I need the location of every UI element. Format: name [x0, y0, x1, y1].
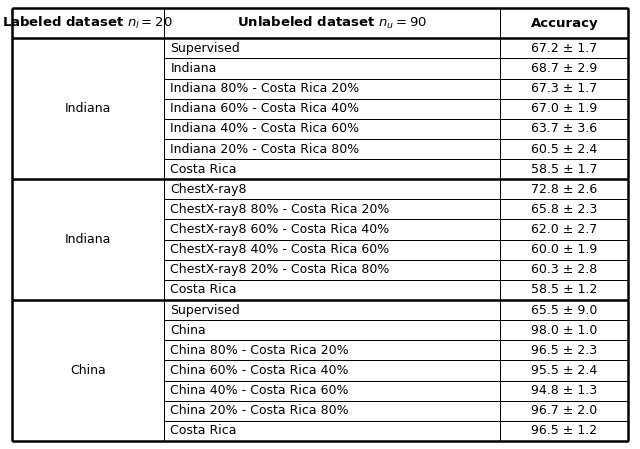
Bar	[500, 220, 628, 240]
Bar	[164, 340, 500, 361]
Bar	[164, 58, 500, 79]
Bar	[500, 240, 628, 260]
Bar	[500, 159, 628, 179]
Text: 58.5 ± 1.7: 58.5 ± 1.7	[531, 163, 598, 176]
Text: China 40% - Costa Rica 60%: China 40% - Costa Rica 60%	[170, 384, 349, 397]
Bar	[164, 320, 500, 340]
Text: Indiana 40% - Costa Rica 60%: Indiana 40% - Costa Rica 60%	[170, 123, 360, 135]
Text: Indiana 80% - Costa Rica 20%: Indiana 80% - Costa Rica 20%	[170, 82, 360, 95]
Bar	[164, 401, 500, 421]
Text: 96.5 ± 1.2: 96.5 ± 1.2	[531, 424, 597, 437]
Bar	[164, 300, 500, 320]
Bar	[500, 300, 628, 320]
Text: 60.5 ± 2.4: 60.5 ± 2.4	[531, 142, 598, 155]
Bar	[164, 8, 500, 38]
Text: Indiana: Indiana	[170, 62, 217, 75]
Text: 67.2 ± 1.7: 67.2 ± 1.7	[531, 42, 598, 55]
Text: ChestX-ray8 20% - Costa Rica 80%: ChestX-ray8 20% - Costa Rica 80%	[170, 263, 390, 276]
Bar	[500, 380, 628, 401]
Text: China 60% - Costa Rica 40%: China 60% - Costa Rica 40%	[170, 364, 349, 377]
Text: China 80% - Costa Rica 20%: China 80% - Costa Rica 20%	[170, 344, 349, 357]
Bar	[500, 139, 628, 159]
Text: 67.3 ± 1.7: 67.3 ± 1.7	[531, 82, 598, 95]
Text: 60.0 ± 1.9: 60.0 ± 1.9	[531, 243, 598, 256]
Bar	[500, 361, 628, 380]
Bar	[164, 361, 500, 380]
Text: 94.8 ± 1.3: 94.8 ± 1.3	[531, 384, 597, 397]
Text: ChestX-ray8: ChestX-ray8	[170, 183, 247, 196]
Text: 96.5 ± 2.3: 96.5 ± 2.3	[531, 344, 597, 357]
Bar	[500, 421, 628, 441]
Bar	[500, 58, 628, 79]
Bar	[164, 38, 500, 58]
Bar	[12, 8, 164, 38]
Bar	[12, 38, 164, 179]
Text: 67.0 ± 1.9: 67.0 ± 1.9	[531, 102, 598, 115]
Bar	[500, 340, 628, 361]
Text: Indiana: Indiana	[65, 233, 111, 246]
Text: Supervised: Supervised	[170, 304, 240, 317]
Text: 62.0 ± 2.7: 62.0 ± 2.7	[531, 223, 598, 236]
Bar	[164, 119, 500, 139]
Text: 63.7 ± 3.6: 63.7 ± 3.6	[531, 123, 597, 135]
Text: ChestX-ray8 60% - Costa Rica 40%: ChestX-ray8 60% - Costa Rica 40%	[170, 223, 390, 236]
Bar	[164, 179, 500, 199]
Bar	[500, 119, 628, 139]
Bar	[164, 240, 500, 260]
Text: 98.0 ± 1.0: 98.0 ± 1.0	[531, 324, 598, 337]
Text: Costa Rica: Costa Rica	[170, 163, 237, 176]
Bar	[164, 380, 500, 401]
Text: Labeled dataset $n_l = 20$: Labeled dataset $n_l = 20$	[3, 15, 173, 31]
Bar	[164, 79, 500, 99]
Text: Supervised: Supervised	[170, 42, 240, 55]
Bar	[500, 280, 628, 300]
Text: China 20% - Costa Rica 80%: China 20% - Costa Rica 80%	[170, 404, 349, 417]
Text: 65.8 ± 2.3: 65.8 ± 2.3	[531, 203, 598, 216]
Text: ChestX-ray8 80% - Costa Rica 20%: ChestX-ray8 80% - Costa Rica 20%	[170, 203, 390, 216]
Bar	[164, 421, 500, 441]
Bar	[500, 8, 628, 38]
Bar	[164, 99, 500, 119]
Text: Indiana 20% - Costa Rica 80%: Indiana 20% - Costa Rica 80%	[170, 142, 360, 155]
Bar	[164, 260, 500, 280]
Bar	[500, 179, 628, 199]
Text: China: China	[170, 324, 206, 337]
Bar	[164, 159, 500, 179]
Text: Indiana: Indiana	[65, 102, 111, 115]
Bar	[500, 320, 628, 340]
Bar	[164, 280, 500, 300]
Bar	[500, 260, 628, 280]
Text: 72.8 ± 2.6: 72.8 ± 2.6	[531, 183, 598, 196]
Text: Indiana 60% - Costa Rica 40%: Indiana 60% - Costa Rica 40%	[170, 102, 360, 115]
Bar	[164, 220, 500, 240]
Text: 68.7 ± 2.9: 68.7 ± 2.9	[531, 62, 598, 75]
Bar	[500, 199, 628, 220]
Bar	[12, 179, 164, 300]
Bar	[500, 79, 628, 99]
Text: Costa Rica: Costa Rica	[170, 283, 237, 296]
Text: Accuracy: Accuracy	[531, 17, 598, 30]
Bar	[164, 139, 500, 159]
Bar	[500, 99, 628, 119]
Text: 95.5 ± 2.4: 95.5 ± 2.4	[531, 364, 598, 377]
Bar	[12, 300, 164, 441]
Text: 96.7 ± 2.0: 96.7 ± 2.0	[531, 404, 598, 417]
Text: 58.5 ± 1.2: 58.5 ± 1.2	[531, 283, 598, 296]
Bar	[164, 199, 500, 220]
Text: Unlabeled dataset $n_u = 90$: Unlabeled dataset $n_u = 90$	[237, 15, 427, 31]
Text: ChestX-ray8 40% - Costa Rica 60%: ChestX-ray8 40% - Costa Rica 60%	[170, 243, 390, 256]
Bar	[500, 401, 628, 421]
Text: Costa Rica: Costa Rica	[170, 424, 237, 437]
Text: 65.5 ± 9.0: 65.5 ± 9.0	[531, 304, 598, 317]
Bar	[500, 38, 628, 58]
Text: 60.3 ± 2.8: 60.3 ± 2.8	[531, 263, 598, 276]
Text: China: China	[70, 364, 106, 377]
